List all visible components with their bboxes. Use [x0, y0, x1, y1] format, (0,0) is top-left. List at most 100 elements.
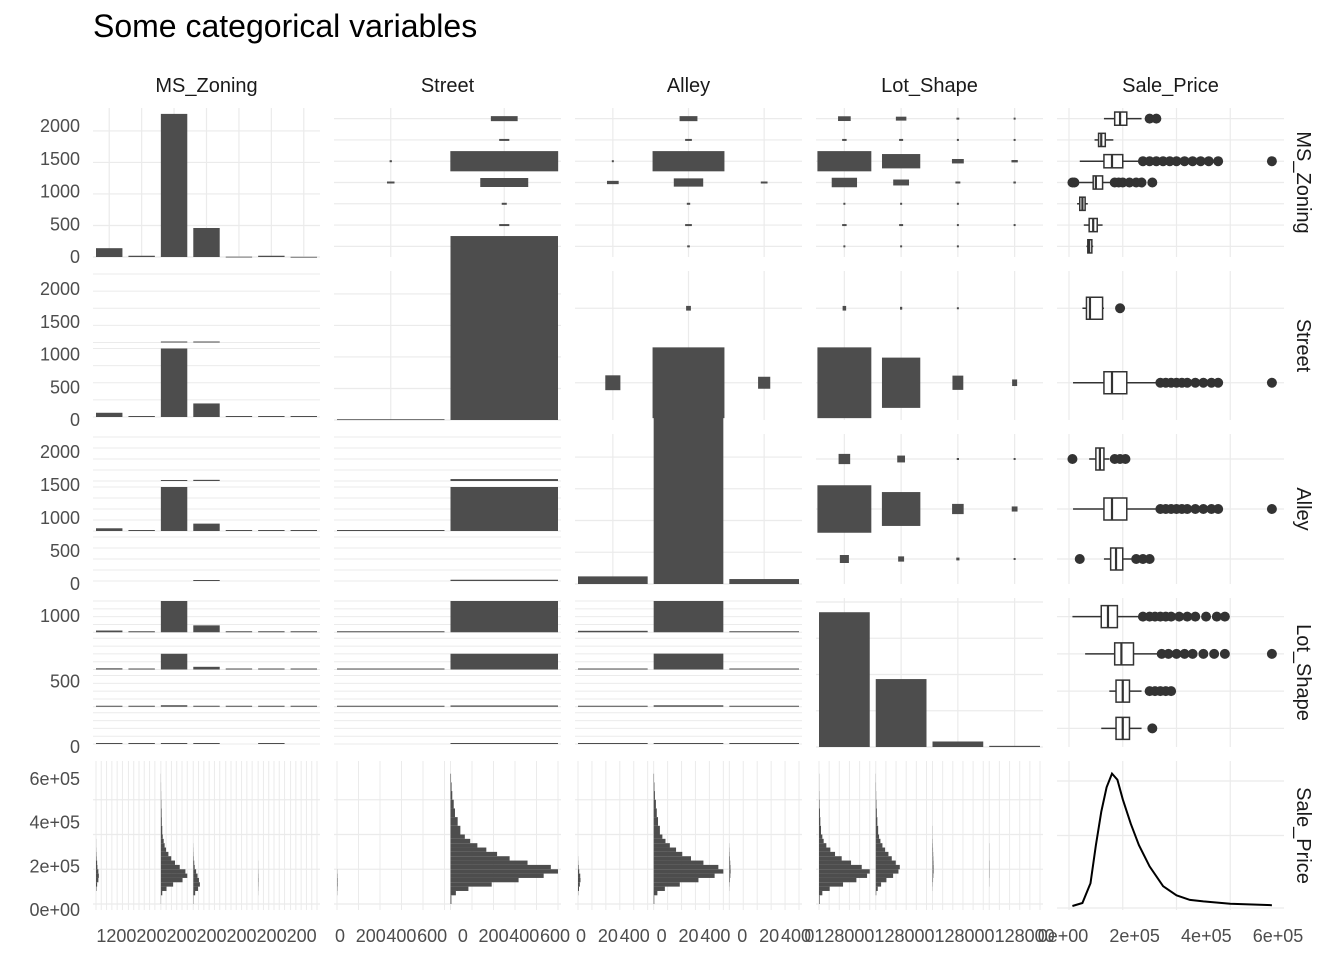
tile — [606, 180, 619, 185]
bar — [225, 631, 253, 633]
histogram-bar — [875, 864, 900, 870]
histogram-bar — [450, 856, 510, 861]
histogram-bar — [653, 864, 719, 870]
column-strip-label: Street — [421, 75, 475, 97]
column-strip-label: Sale_Price — [1122, 75, 1219, 97]
histogram-bar — [819, 882, 844, 887]
bar — [450, 653, 558, 670]
histogram-bar — [578, 886, 579, 891]
histogram-bar — [653, 808, 657, 818]
x-tick-label: 0 — [737, 926, 747, 946]
outlier-point — [1166, 686, 1177, 697]
tile — [685, 224, 692, 227]
histogram-bar — [819, 843, 827, 848]
histogram-bar — [729, 877, 730, 883]
bar — [96, 630, 123, 633]
histogram-bar — [653, 838, 666, 844]
tile — [499, 138, 510, 141]
histogram-bar — [450, 882, 492, 887]
histogram-bar — [875, 882, 882, 887]
y-tick-label: 0 — [70, 737, 80, 757]
tile — [900, 202, 903, 205]
bar — [989, 745, 1040, 747]
histogram-bar — [653, 782, 655, 792]
y-tick-label: 0 — [70, 247, 80, 267]
tile — [1013, 224, 1016, 227]
outlier-point — [1190, 504, 1201, 514]
tile — [842, 305, 847, 311]
histogram-bar — [578, 873, 581, 878]
box — [1113, 642, 1135, 666]
x-tick-label: 4e+05 — [1181, 926, 1232, 946]
histogram-bar — [653, 860, 704, 865]
histogram-bar — [653, 890, 658, 896]
outlier-point — [1187, 156, 1198, 167]
histogram-bar — [653, 882, 680, 887]
y-tick-label: 500 — [50, 541, 80, 561]
histogram-bar — [875, 834, 880, 839]
histogram-bar — [160, 860, 176, 865]
histogram-bar — [160, 847, 167, 852]
tile — [899, 138, 904, 141]
tile — [1011, 506, 1018, 512]
tile — [758, 376, 771, 389]
bar — [96, 743, 123, 744]
bar — [193, 580, 220, 581]
tile — [501, 202, 507, 205]
density-line — [1072, 771, 1272, 907]
tile — [652, 347, 725, 419]
y-tick-label: 4e+05 — [29, 813, 80, 833]
histogram-bar — [193, 882, 200, 887]
bar — [290, 668, 317, 670]
histogram-bar — [875, 817, 878, 826]
bar — [258, 631, 285, 633]
outlier-point — [1163, 648, 1174, 659]
histogram-bar — [875, 799, 877, 809]
tile — [952, 375, 964, 390]
tile — [839, 555, 849, 563]
tile — [956, 307, 959, 310]
outlier-point — [1179, 156, 1190, 167]
histogram-bar — [932, 877, 934, 883]
histogram-bar — [450, 825, 461, 835]
x-tick-label: 200 — [356, 926, 386, 946]
outlier-point — [1069, 177, 1080, 188]
outlier-point — [1182, 377, 1193, 388]
bar — [160, 480, 188, 481]
y-tick-label: 2000 — [40, 442, 80, 462]
tile — [490, 116, 518, 122]
y-tick-label: 500 — [50, 377, 80, 397]
x-tick-label: 2e+05 — [1109, 926, 1160, 946]
histogram-bar — [193, 886, 199, 891]
tile — [386, 181, 395, 184]
histogram-bar — [875, 808, 877, 818]
tile — [480, 178, 529, 187]
histogram-bar — [450, 782, 452, 792]
tile — [956, 117, 960, 120]
histogram-bar — [578, 877, 581, 883]
bar — [128, 631, 155, 633]
outlier-point — [1182, 504, 1193, 514]
outlier-point — [1187, 648, 1198, 659]
histogram-bar — [450, 869, 558, 874]
row-strip-label: Street — [1292, 319, 1314, 373]
outlier-point — [1190, 377, 1201, 388]
x-tick-label: 600 — [417, 926, 447, 946]
histogram-bar — [160, 808, 162, 818]
tile — [1011, 160, 1018, 163]
histogram-bar — [819, 895, 820, 904]
outlier-point — [1074, 554, 1085, 564]
x-tick-label: 20 — [678, 926, 698, 946]
bar — [290, 705, 317, 707]
bar — [258, 416, 285, 417]
bar — [337, 530, 445, 531]
bar — [258, 668, 285, 670]
histogram-bar — [450, 843, 478, 848]
histogram-bar — [160, 838, 164, 844]
histogram-bar — [932, 869, 934, 874]
outlier-point — [1198, 648, 1209, 659]
histogram-bar — [875, 843, 883, 848]
histogram-bar — [160, 843, 165, 848]
outlier-point — [1213, 377, 1224, 388]
y-tick-label: 1000 — [40, 182, 80, 202]
